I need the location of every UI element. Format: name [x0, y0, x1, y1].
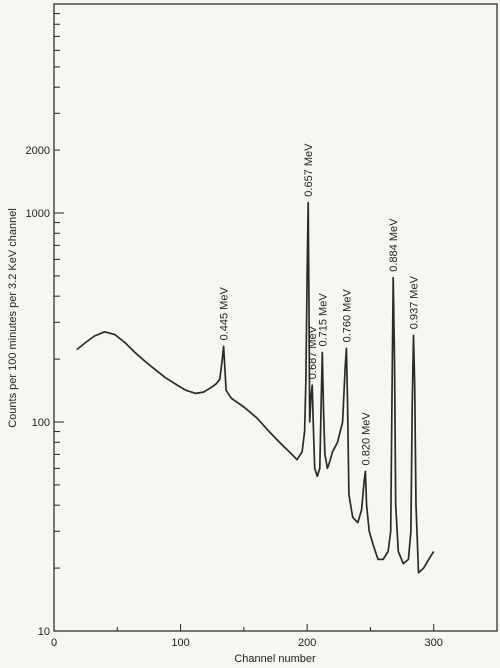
y-tick-label: 1000	[26, 208, 50, 220]
tick-marks	[53, 13, 435, 632]
x-tick-label: 0	[51, 637, 57, 649]
peak-label: 0.820 MeV	[360, 412, 372, 466]
peak-label: 0.760 MeV	[341, 289, 353, 343]
y-tick-label: 10	[38, 626, 50, 638]
x-tick-label: 300	[425, 637, 443, 649]
peak-label: 0.715 MeV	[317, 293, 329, 347]
peak-label: 0.687 MeV	[307, 325, 319, 379]
x-tick-label: 100	[171, 637, 189, 649]
peak-label: 0.937 MeV	[408, 275, 420, 329]
series-line	[76, 201, 435, 574]
peak-label: 0.657 MeV	[303, 143, 315, 197]
peak-label: 0.445 MeV	[219, 287, 231, 341]
peak-label: 0.884 MeV	[388, 218, 400, 272]
x-tick-label: 200	[298, 637, 316, 649]
y-axis-label: Counts per 100 minutes per 3.2 KeV chann…	[7, 208, 19, 428]
y-tick-label: 100	[32, 417, 50, 429]
tick-labels: 0 100 200 300 10 100 1000 2000	[26, 145, 443, 649]
plot-frame	[53, 3, 498, 632]
y-tick-label: 2000	[26, 145, 50, 157]
x-axis-label: Channel number	[234, 653, 316, 665]
